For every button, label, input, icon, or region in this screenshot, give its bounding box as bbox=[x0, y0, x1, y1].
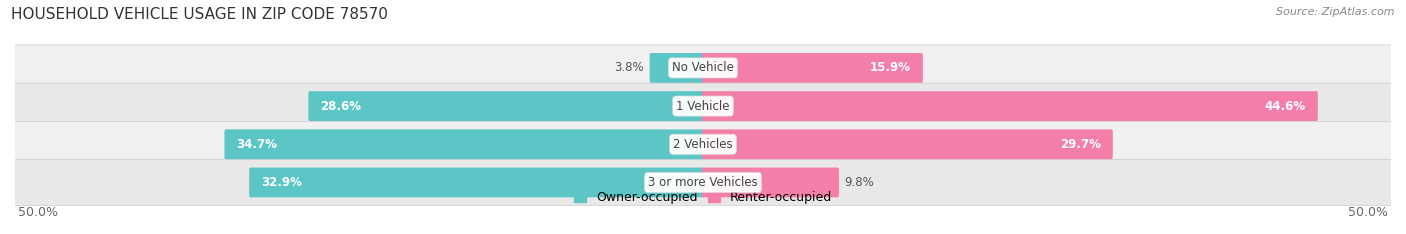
Text: 15.9%: 15.9% bbox=[870, 61, 911, 74]
FancyBboxPatch shape bbox=[249, 168, 704, 197]
Text: HOUSEHOLD VEHICLE USAGE IN ZIP CODE 78570: HOUSEHOLD VEHICLE USAGE IN ZIP CODE 7857… bbox=[11, 7, 388, 22]
Text: No Vehicle: No Vehicle bbox=[672, 61, 734, 74]
FancyBboxPatch shape bbox=[650, 53, 704, 83]
FancyBboxPatch shape bbox=[702, 91, 1317, 121]
Text: 2 Vehicles: 2 Vehicles bbox=[673, 138, 733, 151]
Text: Source: ZipAtlas.com: Source: ZipAtlas.com bbox=[1277, 7, 1395, 17]
FancyBboxPatch shape bbox=[6, 121, 1400, 167]
FancyBboxPatch shape bbox=[6, 45, 1400, 91]
Text: 9.8%: 9.8% bbox=[845, 176, 875, 189]
Text: 32.9%: 32.9% bbox=[262, 176, 302, 189]
Text: 3 or more Vehicles: 3 or more Vehicles bbox=[648, 176, 758, 189]
Text: 28.6%: 28.6% bbox=[321, 100, 361, 113]
Text: 3.8%: 3.8% bbox=[614, 61, 644, 74]
Text: 1 Vehicle: 1 Vehicle bbox=[676, 100, 730, 113]
FancyBboxPatch shape bbox=[6, 160, 1400, 205]
FancyBboxPatch shape bbox=[308, 91, 704, 121]
FancyBboxPatch shape bbox=[702, 129, 1112, 159]
FancyBboxPatch shape bbox=[225, 129, 704, 159]
FancyBboxPatch shape bbox=[702, 168, 839, 197]
FancyBboxPatch shape bbox=[6, 83, 1400, 129]
Text: 34.7%: 34.7% bbox=[236, 138, 277, 151]
FancyBboxPatch shape bbox=[702, 53, 922, 83]
Legend: Owner-occupied, Renter-occupied: Owner-occupied, Renter-occupied bbox=[568, 186, 838, 209]
Text: 50.0%: 50.0% bbox=[18, 206, 58, 219]
Text: 44.6%: 44.6% bbox=[1264, 100, 1306, 113]
Text: 29.7%: 29.7% bbox=[1060, 138, 1101, 151]
Text: 50.0%: 50.0% bbox=[1348, 206, 1388, 219]
